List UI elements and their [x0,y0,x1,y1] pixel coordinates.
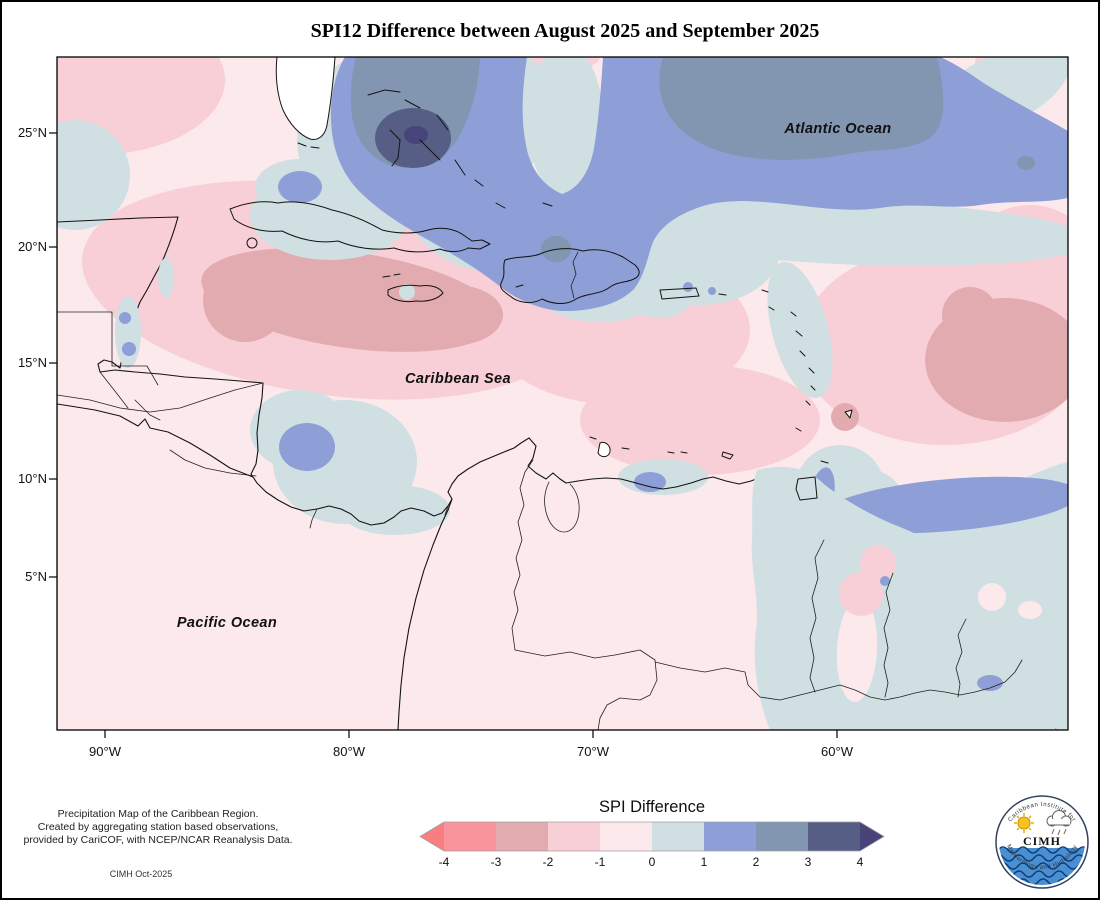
pacific-coast-colombia [397,498,453,730]
legend-swatch-2 [548,822,600,851]
spi-band-above4 [404,126,428,144]
legend-swatch-6 [756,822,808,851]
legend-swatch-4 [652,822,704,851]
credit-line-3: provided by CariCOF, with NCEP/NCAR Rean… [23,834,292,846]
longitude-labels: 90°W 80°W 70°W 60°W [89,744,854,759]
pacific-ocean-label: Pacific Ocean [177,615,277,631]
legend-tick: 3 [805,855,812,869]
logo-cloud-rain-icon [1046,810,1072,836]
legend-swatch-7 [808,822,860,851]
lat-label-10n: 10°N [18,471,47,486]
credit-block: Precipitation Map of the Caribbean Regio… [23,808,292,879]
latitude-axis [49,132,57,578]
cimh-logo: CIMH Caribbean Institute for Meteorology… [995,795,1089,889]
legend-title: SPI Difference [599,798,705,816]
legend-arrow-left [420,822,444,851]
legend-tick: 4 [857,855,864,869]
lat-label-25n: 25°N [18,125,47,140]
legend-tick: 0 [649,855,656,869]
land-fill-guianas [751,466,1056,730]
legend-tick: -2 [543,855,554,869]
legend-swatch-1 [496,822,548,851]
lon-label-90w: 90°W [89,744,122,759]
legend-outline [419,821,885,852]
caribbean-sea-label: Caribbean Sea [405,371,511,387]
legend: SPI Difference -4 -3 -2 -1 0 1 2 3 4 [419,798,885,869]
latitude-labels: 25°N 20°N 15°N 10°N 5°N [18,125,47,584]
lon-label-60w: 60°W [821,744,854,759]
legend-swatch-0 [444,822,496,851]
legend-tick: 1 [701,855,708,869]
footer-stamp: CIMH Oct-2025 [110,869,173,879]
atlantic-ocean-label: Atlantic Ocean [783,121,891,137]
logo-sun-icon [1014,813,1034,833]
page-title: SPI12 Difference between August 2025 and… [311,20,820,42]
legend-tick-labels: -4 -3 -2 -1 0 1 2 3 4 [439,855,864,869]
legend-tick: -3 [491,855,502,869]
map-frame [56,56,1069,731]
lon-label-80w: 80°W [333,744,366,759]
legend-arrow-right [860,822,884,851]
longitude-axis [104,730,838,738]
lat-label-20n: 20°N [18,239,47,254]
map-contour-field: Atlantic Ocean Caribbean Sea Pacific Oce… [57,57,1068,730]
lake-maracaibo [544,481,580,533]
land-fill-belize [115,258,174,368]
credit-line-2: Created by aggregating station based obs… [38,821,279,833]
legend-swatch-3 [600,822,652,851]
legend-tick: -1 [595,855,606,869]
lat-label-15n: 15°N [18,355,47,370]
lon-label-70w: 70°W [577,744,610,759]
lat-label-5n: 5°N [25,569,47,584]
legend-swatch-5 [704,822,756,851]
credit-line-1: Precipitation Map of the Caribbean Regio… [58,808,259,820]
coastlines-and-borders [57,251,1023,730]
island-outlines [229,57,853,501]
pacific-coast-central-america [57,403,254,478]
legend-tick: 2 [753,855,760,869]
legend-tick: -4 [439,855,450,869]
logo-name: CIMH [1023,834,1061,848]
